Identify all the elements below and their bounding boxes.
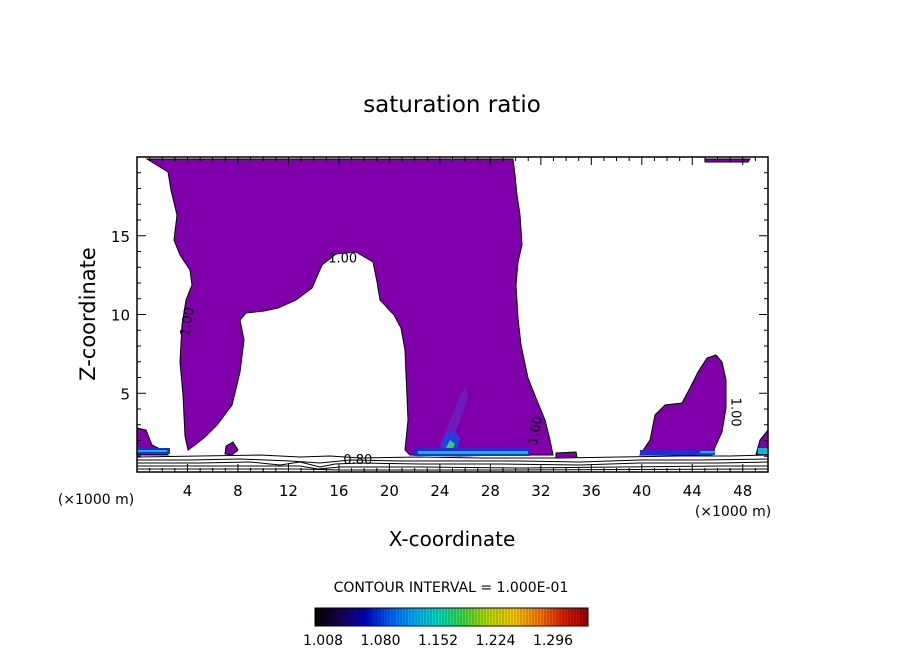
contour-label: 0.80 bbox=[343, 453, 372, 468]
x-tick-label: 4 bbox=[183, 482, 193, 500]
y-tick-label: 10 bbox=[111, 307, 130, 325]
surface-contour-1 bbox=[137, 454, 768, 459]
x-tick-label: 20 bbox=[380, 482, 399, 500]
y-axis-label: Z-coordinate bbox=[76, 247, 100, 381]
supersat-band-right bbox=[640, 450, 715, 455]
contour-label: 1.00 bbox=[526, 415, 546, 446]
x-axis-label: X-coordinate bbox=[389, 527, 516, 551]
saturated-patch-2 bbox=[555, 451, 578, 459]
contour-labels: 1.00 1.00 1.00 1.00 0.80 bbox=[178, 252, 742, 469]
supersat-band-left-core bbox=[137, 450, 167, 452]
x-tick-label: 28 bbox=[481, 482, 500, 500]
colorbar-stripes bbox=[316, 609, 588, 625]
x-tick-label: 44 bbox=[683, 482, 702, 500]
saturated-region-main bbox=[145, 158, 554, 457]
x-tick-label: 8 bbox=[233, 482, 243, 500]
x-unit-left: (×1000 m) bbox=[58, 492, 134, 508]
colorbar-label: 1.224 bbox=[475, 633, 515, 649]
supersat-plume bbox=[440, 385, 468, 445]
x-tick-label: 24 bbox=[430, 482, 449, 500]
contour-interval-label: CONTOUR INTERVAL = 1.000E-01 bbox=[334, 580, 569, 596]
colorbar-label: 1.008 bbox=[303, 633, 343, 649]
colorbar-label: 1.296 bbox=[533, 633, 573, 649]
contour-label: 1.00 bbox=[328, 252, 357, 267]
surface-contour-3 bbox=[137, 461, 768, 468]
x-tick-label: 48 bbox=[733, 482, 752, 500]
supersat-band-core bbox=[418, 451, 528, 454]
y-tick-label: 15 bbox=[111, 228, 130, 246]
saturated-patch-1 bbox=[224, 441, 239, 456]
supersat-blob bbox=[440, 430, 460, 448]
x-unit-right: (×1000 m) bbox=[695, 504, 771, 520]
x-tick-label: 40 bbox=[632, 482, 651, 500]
supersat-band-right-core bbox=[700, 451, 715, 453]
surface-contour-4 bbox=[137, 465, 768, 470]
colorbar-label: 1.080 bbox=[360, 633, 400, 649]
colorbar-label: 1.152 bbox=[418, 633, 458, 649]
plot-area bbox=[137, 158, 768, 471]
contour-label: 1.00 bbox=[727, 398, 742, 427]
surface-contour-2 bbox=[137, 458, 768, 464]
supersat-band-edge bbox=[758, 448, 768, 454]
supersat-blob-core bbox=[446, 440, 455, 448]
surface-contour-5 bbox=[137, 468, 768, 471]
y-tick-label: 5 bbox=[120, 385, 130, 403]
chart-title: saturation ratio bbox=[363, 92, 541, 118]
contour-label: 1.00 bbox=[178, 306, 198, 337]
saturated-region-right bbox=[639, 354, 727, 456]
x-tick-label: 32 bbox=[531, 482, 550, 500]
x-tick-label: 12 bbox=[279, 482, 298, 500]
x-tick-label: 36 bbox=[582, 482, 601, 500]
x-tick-label: 16 bbox=[329, 482, 348, 500]
colorbar-labels: 1.008 1.080 1.152 1.224 1.296 bbox=[303, 633, 573, 649]
